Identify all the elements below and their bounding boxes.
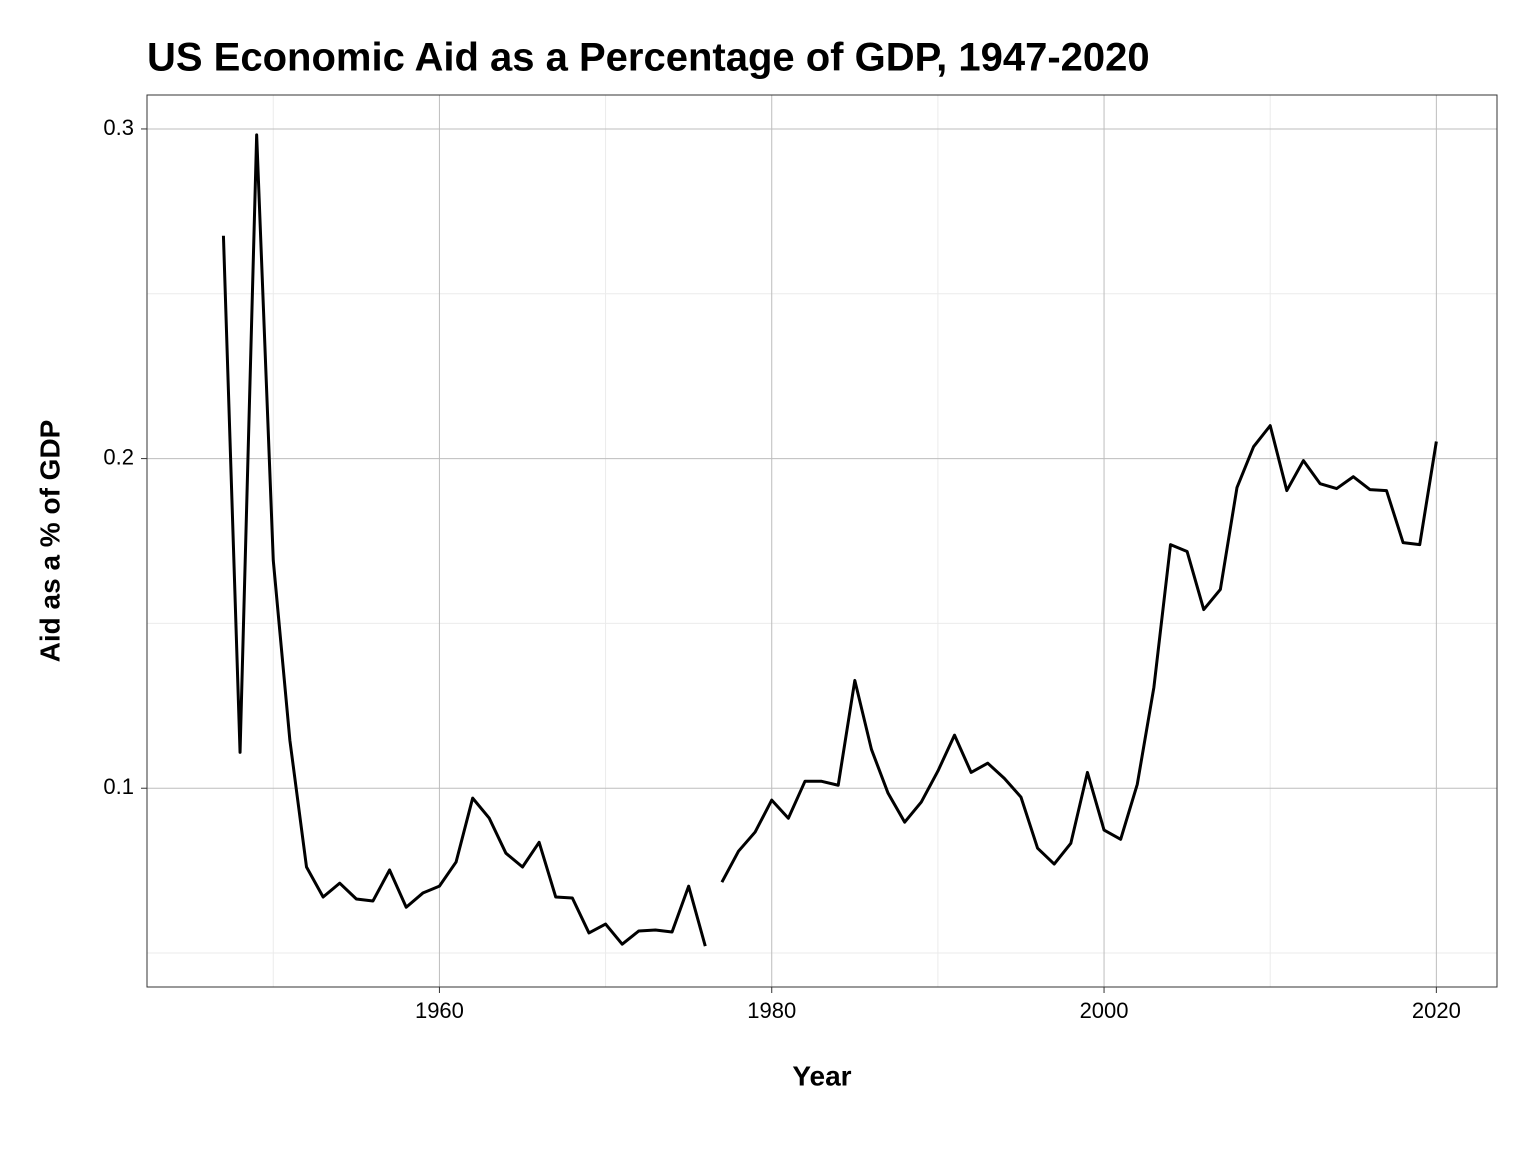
x-tick-label: 2020 xyxy=(1412,998,1461,1023)
y-tick-label: 0.3 xyxy=(103,115,134,140)
chart-title: US Economic Aid as a Percentage of GDP, … xyxy=(147,36,1150,80)
data-line xyxy=(221,133,1438,947)
x-axis-title: Year xyxy=(792,1060,851,1091)
x-tick-label: 2000 xyxy=(1080,998,1129,1023)
y-axis-title: Aid as a % of GDP xyxy=(34,420,65,663)
plot-border xyxy=(146,94,1498,988)
y-tick-label: 0.1 xyxy=(103,774,134,799)
y-tick-label: 0.2 xyxy=(103,444,134,469)
x-tick-label: 1980 xyxy=(747,998,796,1023)
x-tick-label: 1960 xyxy=(415,998,464,1023)
